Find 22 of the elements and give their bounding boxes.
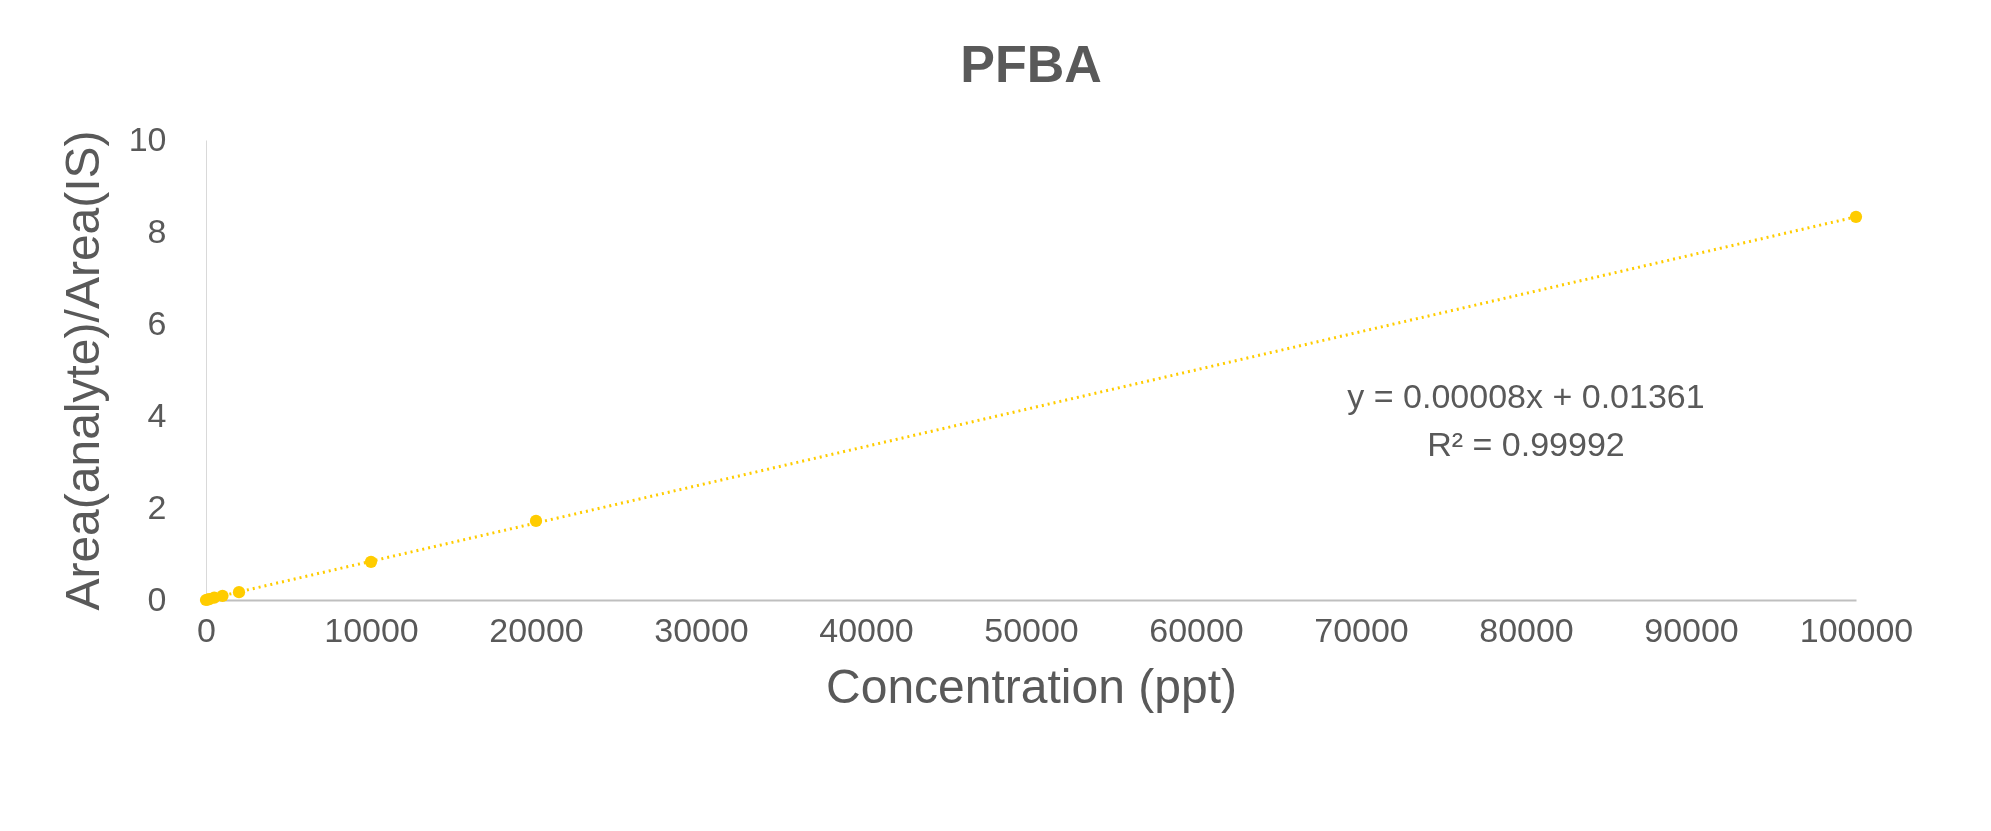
y-tick-label: 2 (147, 487, 167, 526)
x-tick-label: 50000 (984, 610, 1079, 649)
x-tick-label: 0 (197, 610, 216, 649)
x-tick-label: 30000 (654, 610, 749, 649)
x-tick-label: 100000 (1799, 610, 1914, 649)
x-axis-title: Concentration (ppt) (826, 659, 1237, 713)
x-tick-label: 20000 (489, 610, 584, 649)
x-tick-label: 40000 (819, 610, 914, 649)
x-tick-label: 10000 (324, 610, 419, 649)
y-tick-label: 4 (147, 395, 167, 434)
y-tick-label: 8 (147, 211, 167, 250)
annotation: y = 0.00008x + 0.01361 (1347, 376, 1705, 415)
x-tick-label: 70000 (1314, 610, 1409, 649)
y-tick-label: 10 (128, 119, 167, 158)
annotation: R² = 0.99992 (1427, 424, 1625, 463)
x-tick-label: 60000 (1149, 610, 1244, 649)
y-tick-label: 0 (147, 579, 167, 618)
x-tick-label: 80000 (1479, 610, 1574, 649)
y-axis-title: Area(analyte)/Area(IS) (55, 130, 109, 611)
x-tick-label: 90000 (1644, 610, 1739, 649)
chart-title: PFBA (960, 35, 1102, 93)
y-tick-label: 6 (147, 303, 167, 342)
